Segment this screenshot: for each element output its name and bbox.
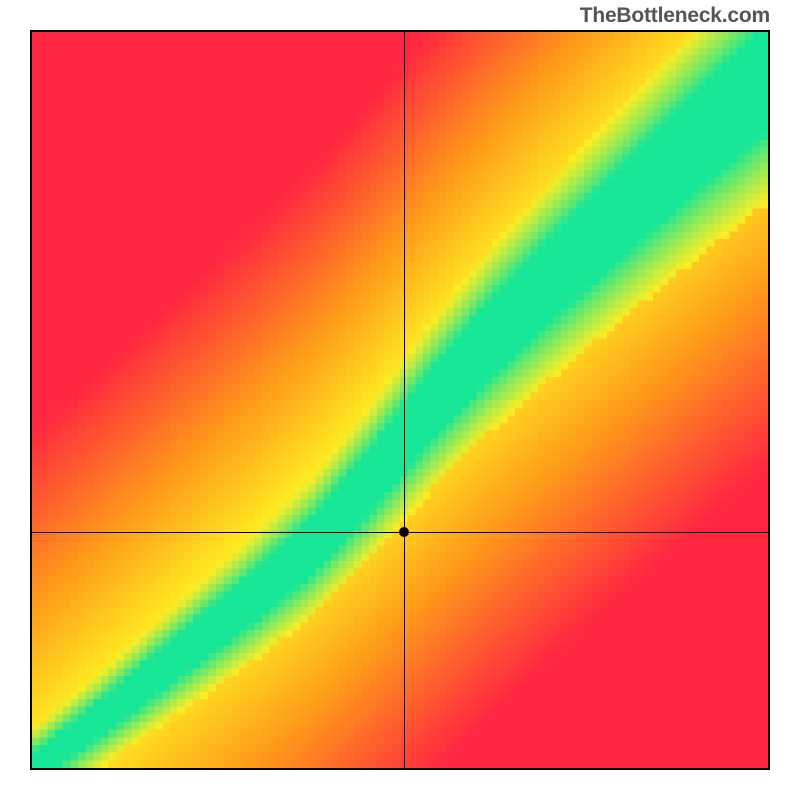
heatmap-canvas [32,32,768,768]
crosshair-marker [399,527,409,537]
heatmap-plot [30,30,770,770]
crosshair-vertical [404,32,405,768]
watermark-text: TheBottleneck.com [580,4,770,28]
